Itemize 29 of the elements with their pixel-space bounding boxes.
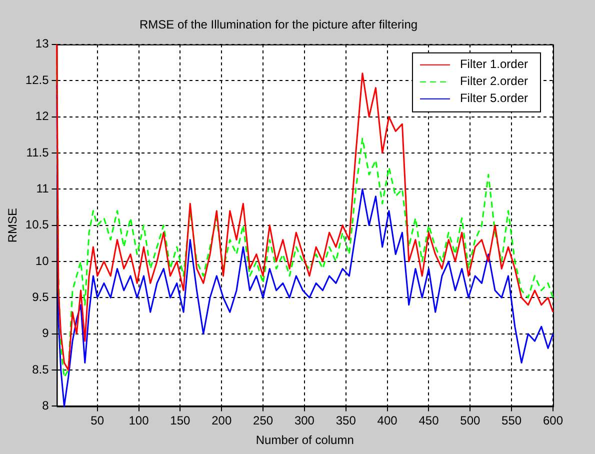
y-tick-label: 8 xyxy=(42,398,50,413)
y-tick-label: 10.5 xyxy=(25,218,50,232)
y-tick-label: 9 xyxy=(42,326,50,340)
x-tick-label: 400 xyxy=(377,414,398,428)
y-tick-label: 12.5 xyxy=(25,72,50,87)
x-tick-label: 500 xyxy=(460,414,480,428)
y-axis-title: RMSE xyxy=(6,208,20,243)
x-tick-label: 550 xyxy=(502,414,522,428)
x-tick-label: 300 xyxy=(294,414,315,428)
y-tick-label: 9.5 xyxy=(32,290,50,304)
y-tick-label: 13 xyxy=(35,36,50,51)
legend-label: Filter 2.order xyxy=(460,74,528,88)
y-tick-label: 10 xyxy=(35,254,50,268)
x-tick-label: 200 xyxy=(212,414,232,428)
legend-label: Filter 5.order xyxy=(460,91,528,106)
x-tick-label: 600 xyxy=(542,414,564,428)
x-tick-label: 250 xyxy=(253,414,274,428)
chart-title: RMSE of the Illumination for the picture after filtering xyxy=(139,18,418,32)
y-tick-label: 11 xyxy=(36,181,50,196)
y-tick-label: 8.5 xyxy=(32,362,50,376)
x-axis-title: Number of column xyxy=(256,433,354,448)
x-tick-label: 50 xyxy=(90,414,104,428)
x-tick-label: 100 xyxy=(128,414,150,428)
x-tick-label: 450 xyxy=(418,414,440,428)
y-tick-label: 11.5 xyxy=(26,145,50,160)
y-tick-label: 12 xyxy=(35,109,50,124)
x-tick-label: 150 xyxy=(170,414,191,428)
x-tick-label: 350 xyxy=(336,414,356,428)
legend-label: Filter 1.order xyxy=(460,57,528,72)
